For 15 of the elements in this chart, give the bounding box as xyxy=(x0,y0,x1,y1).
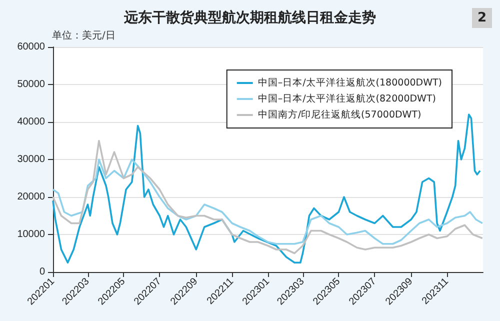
text: 单位：美元/日 xyxy=(52,30,116,42)
line-series xyxy=(52,140,484,254)
y-tick-label: 40000 xyxy=(17,116,46,128)
y-tick-label: 50000 xyxy=(17,79,46,90)
legend-label: 中国南方/印尼往返航线(57000DWT) xyxy=(258,108,422,120)
legend-label: 中国–日本/太平洋往返航次(180000DWT) xyxy=(258,76,442,88)
y-tick-label: 60000 xyxy=(17,42,46,52)
y-tick-label: 0 xyxy=(39,266,46,278)
y-tick-label: 30000 xyxy=(17,154,46,165)
y-tick-label: 20000 xyxy=(17,192,46,202)
text: 2 xyxy=(477,10,487,26)
legend-label: 中国–日本/太平洋往返航次(82000DWT) xyxy=(258,92,436,104)
chart-title: 远东干散货典型航次期租航线日租金走势 xyxy=(123,9,376,26)
line-series xyxy=(52,158,484,245)
y-tick-label: 10000 xyxy=(17,229,46,240)
